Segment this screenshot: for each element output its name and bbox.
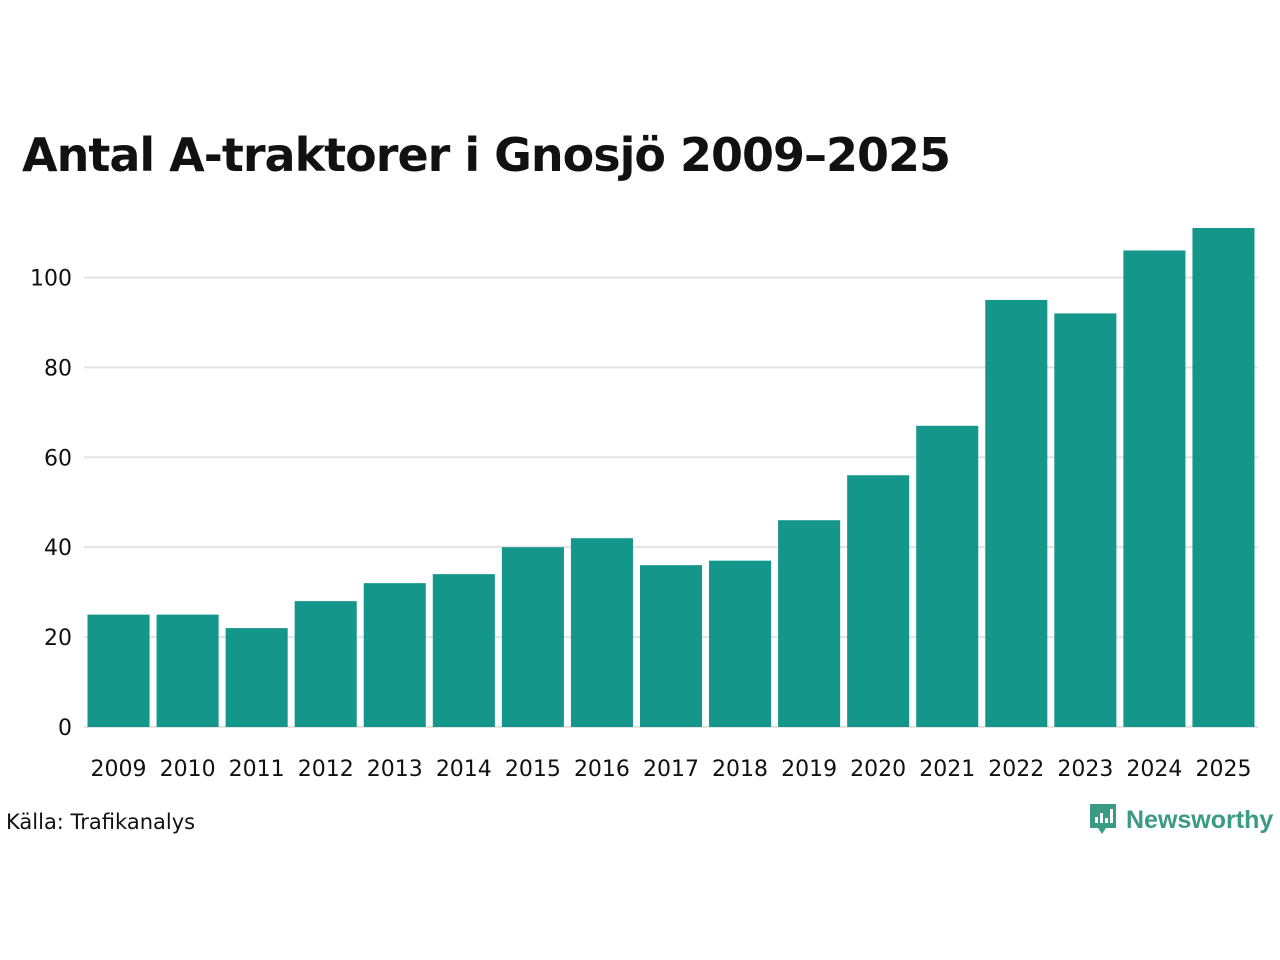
bar [501,547,564,727]
x-tick-label: 2015 [505,757,561,782]
bar [709,560,772,727]
x-tick-label: 2020 [850,757,906,782]
bar [363,583,426,727]
x-tick-label: 2023 [1057,757,1113,782]
bar [847,475,910,727]
x-tick-label: 2017 [643,757,699,782]
y-tick-label: 0 [58,716,72,741]
bar [639,565,703,727]
x-tick-label: 2013 [367,757,423,782]
bar [432,574,495,727]
y-tick-label: 60 [44,446,72,471]
x-tick-label: 2009 [91,757,147,782]
x-tick-label: 2016 [574,757,630,782]
bar [225,628,288,727]
bar [1192,228,1255,727]
bar [916,425,979,727]
source-note: Källa: Trafikanalys [6,810,196,834]
x-tick-label: 2022 [988,757,1044,782]
x-tick-label: 2012 [298,757,354,782]
bar [985,299,1048,727]
y-tick-label: 100 [30,266,72,291]
x-tick-label: 2024 [1126,757,1182,782]
y-tick-label: 40 [44,536,72,561]
y-axis: 0 20 40 60 80 100 [30,266,72,741]
bar [294,601,357,727]
chart-title: Antal A-traktorer i Gnosjö 2009–2025 [22,128,951,182]
bar [87,614,150,727]
brand-name: Newsworthy [1126,805,1274,834]
x-tick-label: 2018 [712,757,768,782]
y-tick-label: 20 [44,626,72,651]
x-tick-label: 2010 [160,757,216,782]
y-tick-label: 80 [44,356,72,381]
bar [570,538,633,727]
newsworthy-logo-icon [1090,804,1116,834]
bar [778,520,841,727]
x-tick-label: 2019 [781,757,837,782]
x-tick-label: 2025 [1195,757,1251,782]
x-tick-label: 2014 [436,757,492,782]
bar [156,614,219,727]
x-axis: 2009 2010 2011 2012 2013 2014 2015 2016 2017 2018… [91,757,1252,782]
brand-logo: Newsworthy [1088,802,1273,838]
bar [1054,313,1117,727]
x-tick-label: 2011 [229,757,285,782]
bars [87,228,1255,727]
x-tick-label: 2021 [919,757,975,782]
bar [1123,250,1186,727]
